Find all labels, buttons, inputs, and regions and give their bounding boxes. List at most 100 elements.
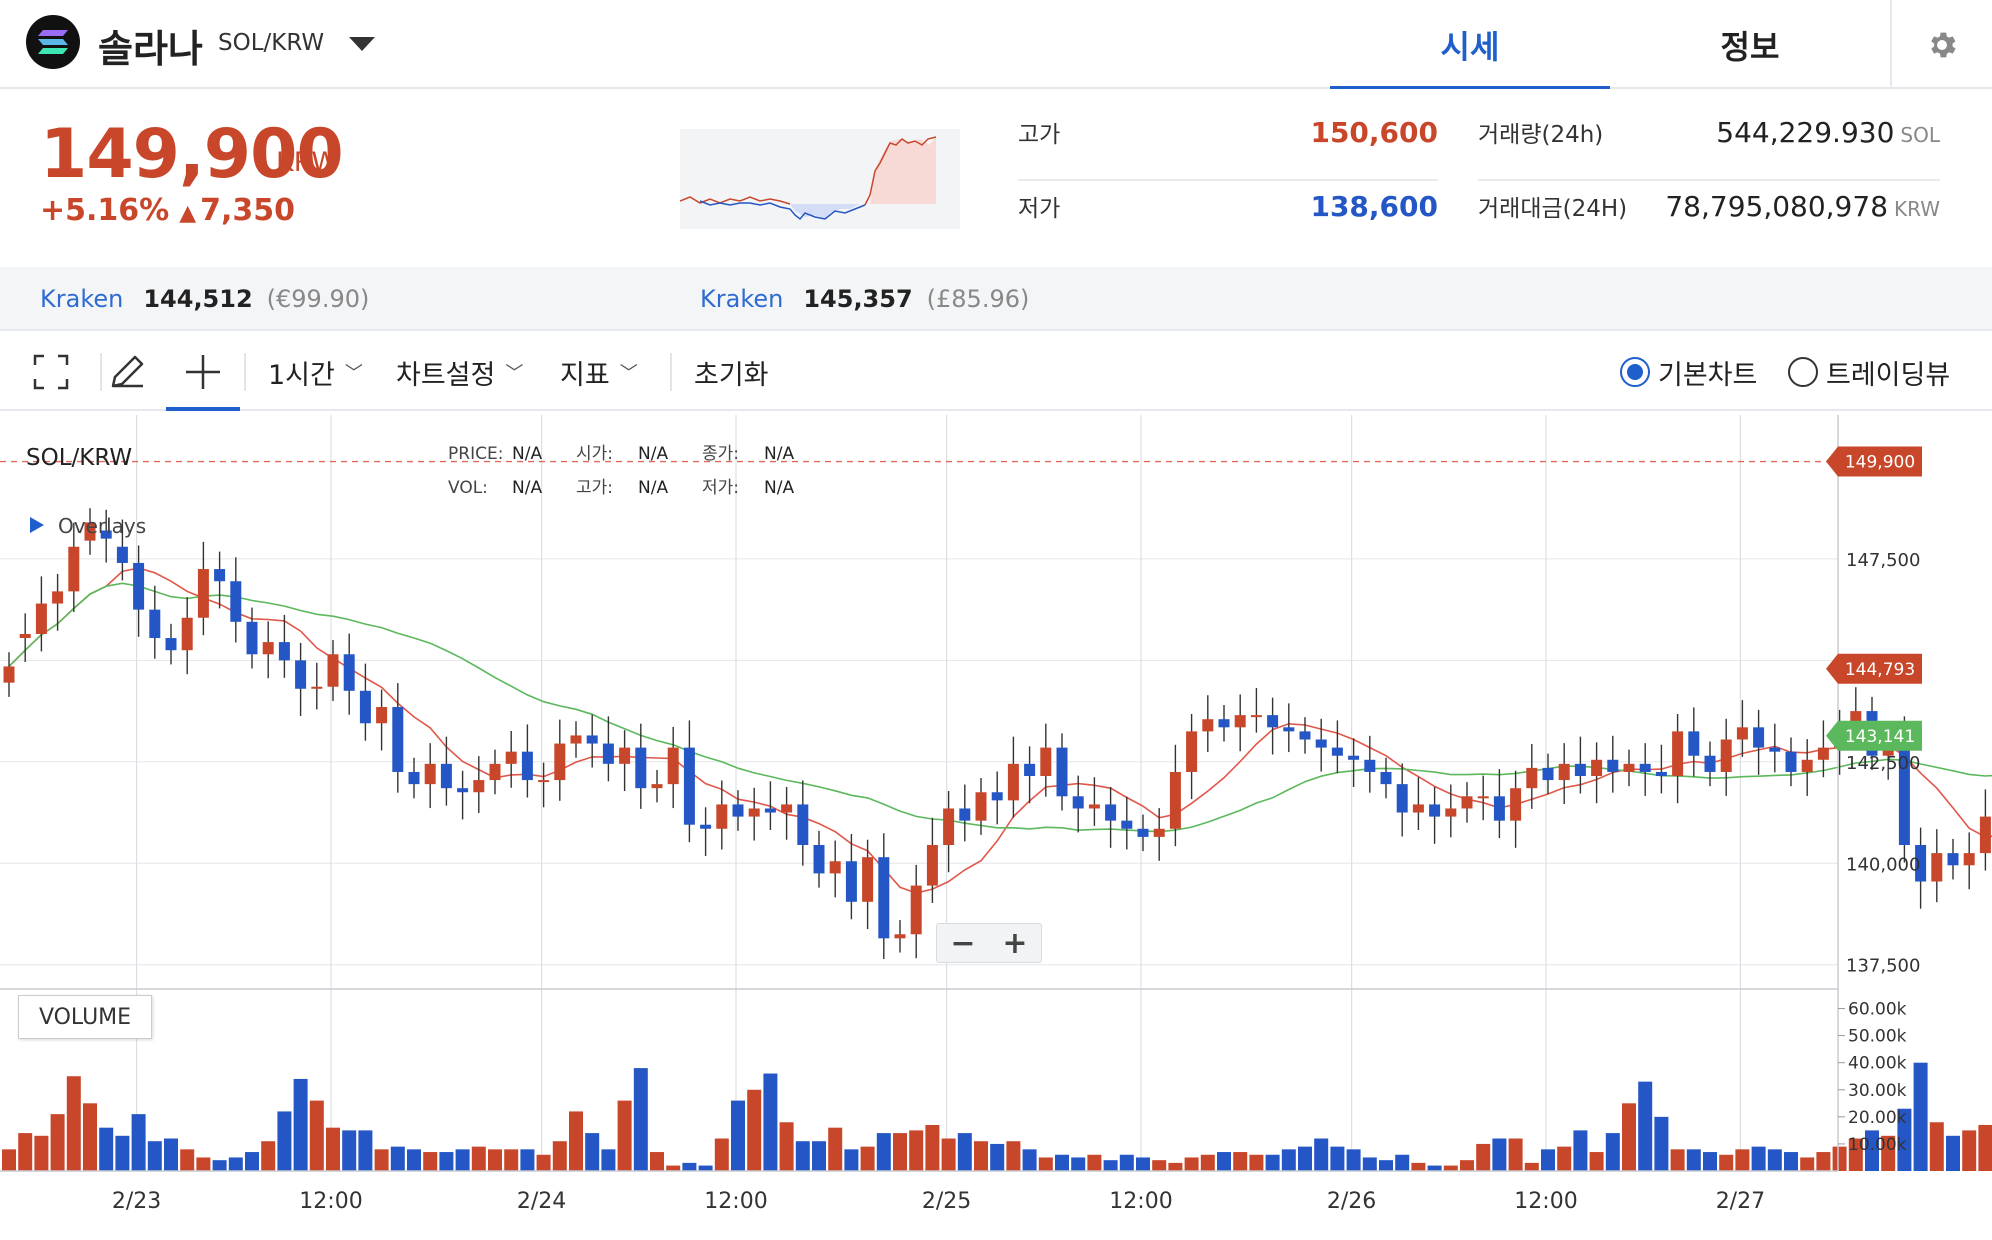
volume-bar (941, 1138, 956, 1171)
coin-pair: SOL/KRW (218, 30, 325, 56)
candle-body (1785, 751, 1797, 772)
volume-bar (1524, 1162, 1539, 1171)
candle-body (149, 609, 161, 639)
volume-bar (1281, 1149, 1296, 1171)
exchange-name[interactable]: Kraken (40, 285, 124, 313)
volume-bar (1395, 1154, 1410, 1171)
volume-bar (131, 1114, 146, 1171)
volume-bar (358, 1130, 373, 1171)
row-divider (1018, 179, 1438, 181)
volume-bar (423, 1152, 438, 1171)
candle-body (991, 792, 1003, 801)
candle-body (1769, 747, 1781, 752)
y-tick-label: 142,500 (1846, 753, 1920, 774)
candle-body (1915, 845, 1927, 882)
high-value: 150,600 (1310, 115, 1438, 149)
candle-body (1607, 759, 1619, 772)
candle-body (424, 763, 436, 785)
candle-body (1267, 715, 1279, 728)
candle-body (408, 771, 420, 785)
candle-body (878, 857, 890, 939)
volume-bar (795, 1141, 810, 1171)
vol-tick-label: 60.00k (1848, 1000, 1907, 1020)
chart-settings-dropdown[interactable]: 차트설정 ﹀ (396, 333, 523, 411)
candle-body (262, 642, 274, 655)
x-tick-label: 2/23 (112, 1189, 161, 1214)
candle-body (1202, 719, 1214, 732)
volume-bar (1071, 1157, 1086, 1171)
candle-body (1412, 804, 1424, 813)
candle-body (748, 808, 760, 817)
volume-bar (520, 1149, 535, 1171)
current-price: 149,900 (40, 115, 344, 194)
x-tick-label: 2/25 (922, 1189, 971, 1214)
volume-bar (1865, 1130, 1879, 1171)
volume-bar (1573, 1130, 1588, 1171)
change-amount: 7,350 (200, 193, 296, 228)
volume-bar (1087, 1154, 1102, 1171)
legend-close-label: 종가: (702, 444, 739, 464)
candle-body (1542, 767, 1554, 781)
volume-bar (860, 1146, 875, 1171)
radio-basic-chart[interactable]: 기본차트 (1620, 333, 1757, 411)
candle-body (732, 804, 744, 817)
candle-body (1753, 727, 1765, 748)
candle-body (1137, 828, 1149, 837)
volume-bar (1217, 1152, 1231, 1171)
indicators-dropdown[interactable]: 지표 ﹀ (560, 333, 638, 411)
volume-bar (812, 1141, 826, 1171)
overlays-toggle[interactable]: Overlays (58, 514, 146, 538)
volume-bar (925, 1124, 940, 1171)
fullscreen-button[interactable] (26, 347, 76, 397)
volume-bar (536, 1154, 551, 1171)
settings-button[interactable] (1890, 0, 1992, 89)
volume-number: 544,229.930 (1716, 115, 1895, 149)
volume-bar (698, 1165, 713, 1171)
volume-bar (650, 1152, 664, 1171)
y-tick-label: 137,500 (1846, 956, 1920, 977)
radio-tradingview[interactable]: 트레이딩뷰 (1788, 333, 1950, 411)
volume-bar (1460, 1160, 1474, 1171)
vol-tick-label: 40.00k (1848, 1054, 1907, 1074)
draw-tool-button[interactable] (102, 347, 152, 397)
volume-bar (1346, 1149, 1361, 1171)
x-tick-label: 12:00 (1514, 1189, 1577, 1214)
volume-bar (1362, 1157, 1377, 1171)
play-icon[interactable] (30, 517, 44, 533)
candle-body (230, 581, 242, 622)
volume-bar (1767, 1149, 1782, 1171)
reset-button[interactable]: 초기화 (694, 359, 769, 391)
candle-body (1331, 747, 1343, 756)
price-chart-area[interactable]: 137,500140,000142,500145,000147,5002/231… (0, 415, 1992, 1235)
x-tick-label: 12:00 (1109, 1189, 1172, 1214)
volume-bar (1298, 1146, 1312, 1171)
volume-bar (488, 1149, 502, 1171)
low-price-row: 저가 138,600 (1018, 169, 1438, 243)
volume-bar (844, 1149, 859, 1171)
coin-select-dropdown[interactable] (344, 30, 380, 60)
volume-bar (1881, 1135, 1896, 1171)
volume-bar (1848, 1138, 1863, 1171)
candle-body (1040, 747, 1052, 777)
candle-body (1299, 731, 1311, 740)
toolbar-divider (100, 353, 102, 391)
candlestick-chart[interactable]: 137,500140,000142,500145,000147,5002/231… (0, 415, 1992, 1235)
exchange-price: 144,512 (143, 285, 253, 313)
zoom-in-button[interactable]: + (1002, 925, 1028, 961)
candle-body (1315, 739, 1327, 748)
volume-bar (1492, 1138, 1507, 1171)
interval-label: 1시간 (268, 359, 335, 391)
y-tick-label: 140,000 (1846, 854, 1920, 875)
volume-bar (828, 1127, 843, 1171)
interval-dropdown[interactable]: 1시간 ﹀ (268, 333, 363, 411)
tab-info[interactable]: 정보 (1720, 27, 1780, 66)
crosshair-tool-button[interactable] (166, 347, 240, 411)
zoom-out-button[interactable]: − (950, 925, 976, 961)
volume-bar (1735, 1149, 1750, 1171)
volume-bar (714, 1138, 729, 1171)
exchange-name[interactable]: Kraken (700, 285, 784, 313)
candle-body (1461, 796, 1473, 809)
tab-quote[interactable]: 시세 (1330, 0, 1610, 91)
volume-bar (115, 1135, 130, 1171)
candle-body (1963, 853, 1975, 866)
